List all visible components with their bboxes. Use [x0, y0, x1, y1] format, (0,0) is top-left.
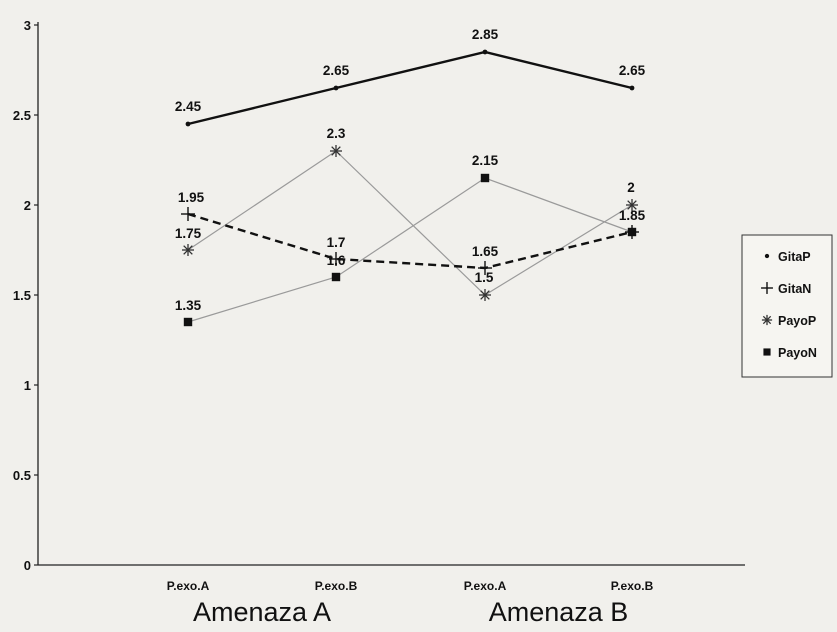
data-labels: 2.45 2.65 2.85 2.65 1.95 1.7 1.65 1.85 1.75 2.3 1.…: [175, 27, 646, 313]
point-gitan: [625, 225, 639, 239]
legend-entry: PayoP: [778, 314, 816, 328]
data-label: 1.5: [475, 270, 494, 285]
x-tick-label: P.exo.A: [167, 579, 210, 593]
data-label: 2.85: [472, 27, 499, 42]
point-gitap: [185, 121, 191, 127]
point-payop: [626, 199, 638, 211]
y-tick-label: 0: [24, 558, 31, 573]
data-label: 2.65: [323, 63, 350, 78]
point-gitan: [478, 261, 492, 275]
point-gitap: [333, 85, 339, 91]
legend-marker-gitan: [761, 282, 773, 294]
point-payop: [182, 244, 194, 256]
x-tick-label: P.exo.B: [315, 579, 358, 593]
data-label: 1.75: [175, 226, 202, 241]
data-label: 2.65: [619, 63, 646, 78]
data-label: 2.15: [472, 153, 499, 168]
point-payon: [183, 317, 193, 327]
x-tick-label: P.exo.B: [611, 579, 654, 593]
legend-entry: PayoN: [778, 346, 817, 360]
point-payon: [331, 272, 341, 282]
axes: 0 0.5 1 1.5 2 2.5 3 P.exo.A P.exo.B P.exo.A P.exo.…: [13, 18, 745, 627]
legend: GitaP GitaN PayoP PayoN: [741, 234, 833, 378]
y-tick-label: 3: [24, 18, 31, 33]
point-payop-arm: [183, 245, 193, 255]
data-label: 2: [627, 180, 635, 195]
point-gitap: [629, 85, 635, 91]
legend-entry: GitaP: [778, 250, 811, 264]
y-tick-label: 2.5: [13, 108, 31, 123]
point-gitan: [329, 252, 343, 266]
legend-marker-payon: [763, 348, 771, 356]
point-payop-arm: [627, 200, 637, 210]
point-payop-arm: [331, 146, 341, 156]
data-label: 1.35: [175, 298, 202, 313]
y-tick-label: 1.5: [13, 288, 31, 303]
point-payon: [480, 173, 490, 183]
legend-entry: GitaN: [778, 282, 811, 296]
data-label: 1.65: [472, 244, 499, 259]
x-tick-label: P.exo.A: [464, 579, 507, 593]
series-layer: [181, 49, 639, 327]
series-line-payop: [187, 150, 633, 296]
series-line-gitap: [187, 50, 633, 126]
point-gitan: [181, 207, 195, 221]
point-payop: [479, 289, 491, 301]
data-label: 2.3: [327, 126, 346, 141]
data-label: 1.7: [327, 235, 346, 250]
y-tick-label: 0.5: [13, 468, 31, 483]
legend-box: [741, 234, 833, 378]
data-label: 1.6: [327, 253, 346, 268]
x-group-label: Amenaza A: [193, 597, 331, 627]
legend-marker-gitap: [764, 253, 770, 259]
point-gitap: [482, 49, 488, 55]
series-line-payon: [187, 177, 633, 323]
y-tick-label: 2: [24, 198, 31, 213]
data-label: 1.95: [178, 190, 205, 205]
legend-marker-payop-arm: [762, 315, 772, 325]
data-label: 1.85: [619, 208, 646, 223]
legend-marker-payop: [761, 314, 773, 326]
data-label: 2.45: [175, 99, 202, 114]
point-payop: [330, 145, 342, 157]
x-group-label: Amenaza B: [489, 597, 629, 627]
series-line-gitan: [187, 212, 633, 270]
y-tick-label: 1: [24, 378, 31, 393]
point-payop-arm: [480, 290, 490, 300]
